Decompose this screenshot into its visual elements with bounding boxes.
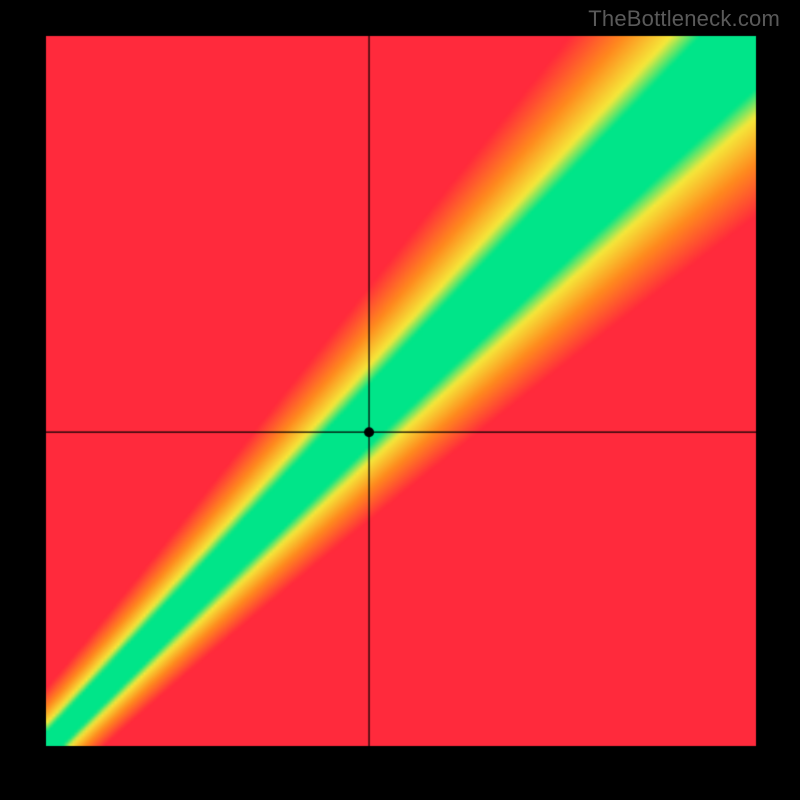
heatmap-canvas (0, 0, 800, 800)
watermark-text: TheBottleneck.com (588, 6, 780, 32)
chart-container: TheBottleneck.com (0, 0, 800, 800)
